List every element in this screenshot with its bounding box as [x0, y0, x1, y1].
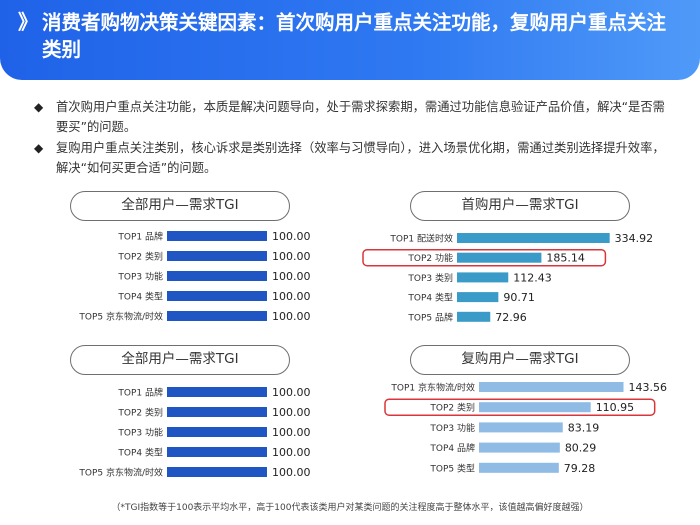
bullet-item-repurchase: ◆ 复购用户重点关注类别，核心诉求是类别选择（效率与习惯导向），进入场景优化期，… [34, 138, 674, 178]
highlight-box [384, 398, 656, 416]
category-label: TOP4 类型 [117, 447, 163, 459]
double-chevron-icon: 》 [18, 10, 38, 34]
chart-svg: TOP1 品牌 100.00 TOP2 类别 100.00 TOP3 功能 100.00 T… [78, 230, 311, 323]
chart-svg: TOP1 配送时效 334.92 TOP2 功能 185.14 TOP3 类别 112.4… [362, 232, 654, 324]
category-label: TOP3 功能 [429, 422, 475, 434]
category-label: TOP1 品牌 [117, 231, 163, 243]
category-label: TOP2 类别 [117, 407, 163, 419]
value-label: 185.14 [546, 252, 585, 265]
value-label: 80.29 [565, 442, 597, 455]
value-label: 100.00 [272, 426, 311, 439]
category-label: TOP1 配送时效 [389, 233, 453, 245]
bar [479, 402, 591, 413]
category-label: TOP5 品牌 [407, 311, 453, 323]
bar [167, 311, 267, 321]
chart-svg: TOP1 品牌 100.00 TOP2 类别 100.00 TOP3 功能 100.00 T… [78, 386, 311, 479]
value-label: 143.56 [629, 381, 668, 394]
category-label: TOP5 京东物流/时效 [78, 311, 163, 323]
category-label: TOP1 京东物流/时效 [390, 382, 475, 394]
bullet-text: 复购用户重点关注类别，核心诉求是类别选择（效率与习惯导向），进入场景优化期，需通… [56, 141, 665, 175]
bar [167, 467, 267, 477]
category-label: TOP2 类别 [117, 251, 163, 263]
category-label: TOP4 品牌 [429, 442, 475, 454]
value-label: 90.71 [503, 291, 535, 304]
bar [167, 387, 267, 397]
bar [479, 382, 624, 392]
value-label: 110.95 [596, 401, 635, 414]
category-label: TOP3 类别 [407, 272, 453, 284]
value-label: 100.00 [272, 270, 311, 283]
bar [167, 291, 267, 301]
chart-title: 全部用户—需求TGI [70, 191, 290, 221]
bar [457, 272, 509, 283]
bar [457, 311, 491, 322]
value-label: 79.28 [564, 462, 596, 475]
highlight-box [362, 248, 607, 267]
bar [167, 407, 267, 417]
bar [479, 462, 559, 473]
bar [479, 442, 560, 453]
bar [167, 251, 267, 261]
category-label: TOP3 功能 [117, 427, 163, 439]
chart-svg: TOP1 京东物流/时效 143.56 TOP2 类别 110.95 TOP3 功能 83… [384, 381, 668, 475]
value-label: 72.96 [495, 311, 527, 324]
bar [167, 231, 267, 241]
value-label: 100.00 [272, 446, 311, 459]
diamond-bullet-icon: ◆ [34, 141, 44, 155]
category-label: TOP2 类别 [429, 402, 475, 414]
chart-title: 复购用户—需求TGI [410, 345, 630, 375]
value-label: 100.00 [272, 310, 311, 323]
category-label: TOP5 京东物流/时效 [78, 467, 163, 479]
bar [167, 447, 267, 457]
bullet-item-first-purchase: ◆ 首次购用户重点关注功能，本质是解决问题导向，处于需求探索期，需通过功能信息验… [34, 97, 674, 137]
value-label: 83.19 [568, 421, 600, 434]
chart-first-purchase: TOP1 配送时效 334.92 TOP2 功能 185.14 TOP3 类别 112.4… [357, 191, 687, 331]
chart-repurchase: TOP1 京东物流/时效 143.56 TOP2 类别 110.95 TOP3 功能 83… [357, 345, 687, 485]
value-label: 100.00 [272, 290, 311, 303]
summary-bullets: ◆ 首次购用户重点关注功能，本质是解决问题导向，处于需求探索期，需通过功能信息验… [34, 97, 674, 179]
bullet-text: 首次购用户重点关注功能，本质是解决问题导向，处于需求探索期，需通过功能信息验证产… [56, 100, 665, 134]
header-banner: 》 消费者购物决策关键因素：首次购用户重点关注功能，复购用户重点关注类别 [0, 0, 700, 80]
bar [457, 292, 499, 303]
category-label: TOP4 类型 [407, 292, 453, 304]
chart-title: 首购用户—需求TGI [410, 191, 630, 221]
chart-title: 全部用户—需求TGI [70, 345, 290, 375]
footnote: （*TGI指数等于100表示平均水平，高于100代表该类用户对某类问题的关注程度… [111, 503, 589, 513]
category-label: TOP2 功能 [407, 252, 453, 264]
value-label: 100.00 [272, 230, 311, 243]
value-label: 100.00 [272, 386, 311, 399]
page-title: 消费者购物决策关键因素：首次购用户重点关注功能，复购用户重点关注类别 [42, 11, 667, 61]
value-label: 100.00 [272, 466, 311, 479]
category-label: TOP3 功能 [117, 271, 163, 283]
value-label: 100.00 [272, 406, 311, 419]
category-label: TOP1 品牌 [117, 387, 163, 399]
bar [167, 271, 267, 281]
chart-all-users-top: TOP1 品牌 100.00 TOP2 类别 100.00 TOP3 功能 100.00 T… [17, 191, 347, 331]
chart-all-users-bottom: TOP1 品牌 100.00 TOP2 类别 100.00 TOP3 功能 100.00 T… [17, 345, 347, 485]
value-label: 100.00 [272, 250, 311, 263]
value-label: 334.92 [615, 232, 654, 245]
category-label: TOP4 类型 [117, 291, 163, 303]
bar [457, 233, 610, 243]
bar [457, 252, 542, 263]
diamond-bullet-icon: ◆ [34, 100, 44, 114]
value-label: 112.43 [513, 271, 552, 284]
bar [167, 427, 267, 437]
category-label: TOP5 类型 [429, 462, 475, 474]
bar [479, 422, 563, 433]
